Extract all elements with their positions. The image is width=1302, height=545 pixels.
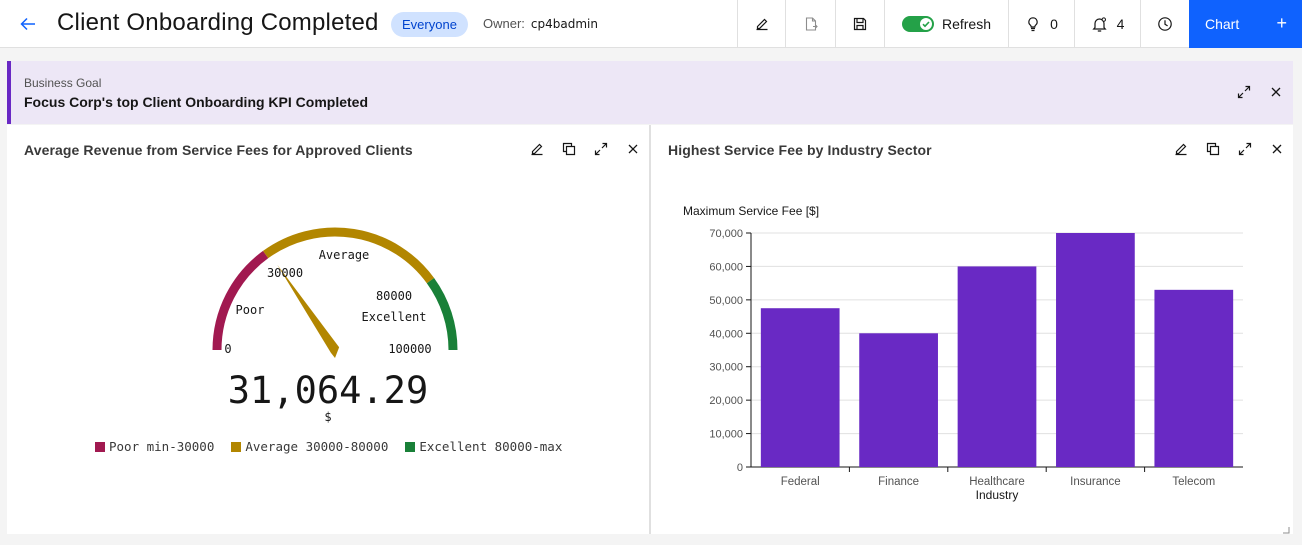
refresh-label: Refresh bbox=[941, 16, 992, 32]
ideas-count: 0 bbox=[1050, 16, 1058, 32]
gauge-panel-title: Average Revenue from Service Fees for Ap… bbox=[24, 142, 413, 158]
pencil-icon bbox=[756, 18, 767, 31]
business-goal-banner: Business Goal Focus Corp's top Client On… bbox=[7, 61, 1293, 124]
gauge-band-excellent-label: Excellent bbox=[361, 310, 426, 324]
gauge-chart: 0 100000 30000 80000 Poor Average Excell… bbox=[212, 227, 458, 424]
x-axis-title: Industry bbox=[976, 488, 1019, 502]
visibility-tag[interactable]: Everyone bbox=[391, 12, 468, 37]
x-tick-label: Finance bbox=[878, 476, 919, 488]
checkmark-icon bbox=[922, 21, 930, 28]
chart-button-label: Chart bbox=[1205, 16, 1240, 32]
bar-maximize-icon[interactable] bbox=[1235, 139, 1255, 159]
bar-chart-panel: Highest Service Fee by Industry Sector M… bbox=[651, 125, 1293, 534]
y-tick-label: 50,000 bbox=[709, 295, 743, 307]
gauge-band-average-label: Average bbox=[319, 248, 370, 262]
back-arrow-icon[interactable] bbox=[18, 14, 38, 34]
gauge-unit: $ bbox=[324, 410, 331, 424]
notification-bell-icon bbox=[1091, 16, 1107, 32]
edit-button[interactable] bbox=[737, 0, 785, 48]
legend-label-average: Average 30000-80000 bbox=[245, 439, 389, 454]
panel-divider[interactable] bbox=[649, 125, 651, 534]
x-tick-label: Insurance bbox=[1070, 476, 1121, 488]
gauge-value: 31,064.29 bbox=[228, 369, 428, 412]
legend-item-average: Average 30000-80000 bbox=[231, 439, 388, 454]
goal-close-icon[interactable] bbox=[1266, 82, 1286, 102]
goal-kicker: Business Goal bbox=[24, 76, 102, 90]
bar-panel-title: Highest Service Fee by Industry Sector bbox=[668, 142, 932, 158]
gauge-duplicate-icon[interactable] bbox=[559, 139, 579, 159]
share-button[interactable] bbox=[785, 0, 835, 48]
notifications-button[interactable]: 4 bbox=[1074, 0, 1140, 48]
bar-telecom[interactable] bbox=[1154, 289, 1234, 467]
bar-healthcare[interactable] bbox=[957, 266, 1037, 467]
x-tick-label: Healthcare bbox=[969, 476, 1025, 488]
gauge-max-label: 100000 bbox=[388, 342, 431, 356]
owner-label: Owner: bbox=[483, 16, 525, 31]
add-chart-button[interactable]: Chart + bbox=[1189, 0, 1302, 48]
legend-swatch-excellent bbox=[405, 441, 416, 452]
bar-federal[interactable] bbox=[760, 308, 840, 467]
bar-insurance[interactable] bbox=[1056, 233, 1135, 467]
gauge-band-poor-label: Poor bbox=[236, 303, 265, 317]
gauge-threshold-high-label: 80000 bbox=[376, 289, 412, 303]
gauge-maximize-icon[interactable] bbox=[591, 139, 611, 159]
x-tick-label: Federal bbox=[781, 476, 820, 488]
goal-maximize-icon[interactable] bbox=[1234, 82, 1254, 102]
owner-name: cp4badmin bbox=[530, 17, 598, 31]
gauge-min-label: 0 bbox=[224, 342, 231, 356]
gauge-legend: Poor min-30000 Average 30000-80000 Excel… bbox=[95, 439, 579, 454]
bar-finance[interactable] bbox=[859, 333, 938, 467]
gauge-edit-icon[interactable] bbox=[527, 139, 547, 159]
legend-item-excellent: Excellent 80000-max bbox=[405, 439, 562, 454]
resize-handle-icon[interactable] bbox=[1280, 524, 1290, 534]
y-tick-label: 70,000 bbox=[709, 228, 743, 240]
page-title: Client Onboarding Completed bbox=[57, 9, 379, 36]
gauge-close-icon[interactable] bbox=[623, 139, 643, 159]
x-tick-label: Telecom bbox=[1172, 476, 1215, 488]
y-tick-label: 10,000 bbox=[709, 429, 743, 441]
legend-swatch-poor bbox=[95, 441, 105, 452]
gauge-band-excellent bbox=[426, 277, 458, 351]
gauge-panel: Average Revenue from Service Fees for Ap… bbox=[7, 125, 649, 534]
goal-title: Focus Corp's top Client Onboarding KPI C… bbox=[24, 94, 368, 110]
y-tick-label: 0 bbox=[737, 462, 743, 474]
legend-item-poor: Poor min-30000 bbox=[95, 439, 214, 454]
y-tick-label: 60,000 bbox=[709, 261, 743, 273]
legend-label-excellent: Excellent 80000-max bbox=[419, 439, 563, 454]
notifications-count: 4 bbox=[1116, 16, 1125, 32]
plus-icon: + bbox=[1276, 13, 1287, 33]
save-icon bbox=[853, 17, 867, 31]
gauge-needle bbox=[277, 264, 340, 358]
bar-close-icon[interactable] bbox=[1267, 139, 1287, 159]
auto-refresh-toggle[interactable]: Refresh bbox=[886, 0, 1007, 48]
save-button[interactable] bbox=[835, 0, 885, 48]
bar-duplicate-icon[interactable] bbox=[1203, 139, 1223, 159]
history-button[interactable] bbox=[1140, 0, 1189, 48]
gauge-band-average bbox=[262, 227, 435, 284]
legend-label-poor: Poor min-30000 bbox=[109, 439, 215, 454]
bar-chart: Maximum Service Fee [$] Federal Finance He… bbox=[683, 204, 1243, 502]
gauge-threshold-low-label: 30000 bbox=[267, 266, 303, 280]
y-axis-title: Maximum Service Fee [$] bbox=[683, 204, 819, 218]
clock-icon bbox=[1158, 17, 1172, 31]
ideas-button[interactable]: 0 bbox=[1008, 0, 1074, 48]
lightbulb-icon bbox=[1028, 17, 1038, 32]
bar-edit-icon[interactable] bbox=[1171, 139, 1191, 159]
dashboard-header: Client Onboarding Completed Everyone Own… bbox=[0, 0, 1302, 48]
y-tick-label: 30,000 bbox=[709, 362, 743, 374]
legend-swatch-average bbox=[231, 441, 242, 452]
owner-info: Owner: cp4badmin bbox=[483, 16, 598, 31]
toggle-switch[interactable] bbox=[901, 16, 934, 32]
y-tick-label: 20,000 bbox=[709, 395, 743, 407]
y-tick-label: 40,000 bbox=[709, 328, 743, 340]
gauge-band-poor bbox=[212, 250, 269, 351]
document-export-icon bbox=[805, 17, 818, 31]
